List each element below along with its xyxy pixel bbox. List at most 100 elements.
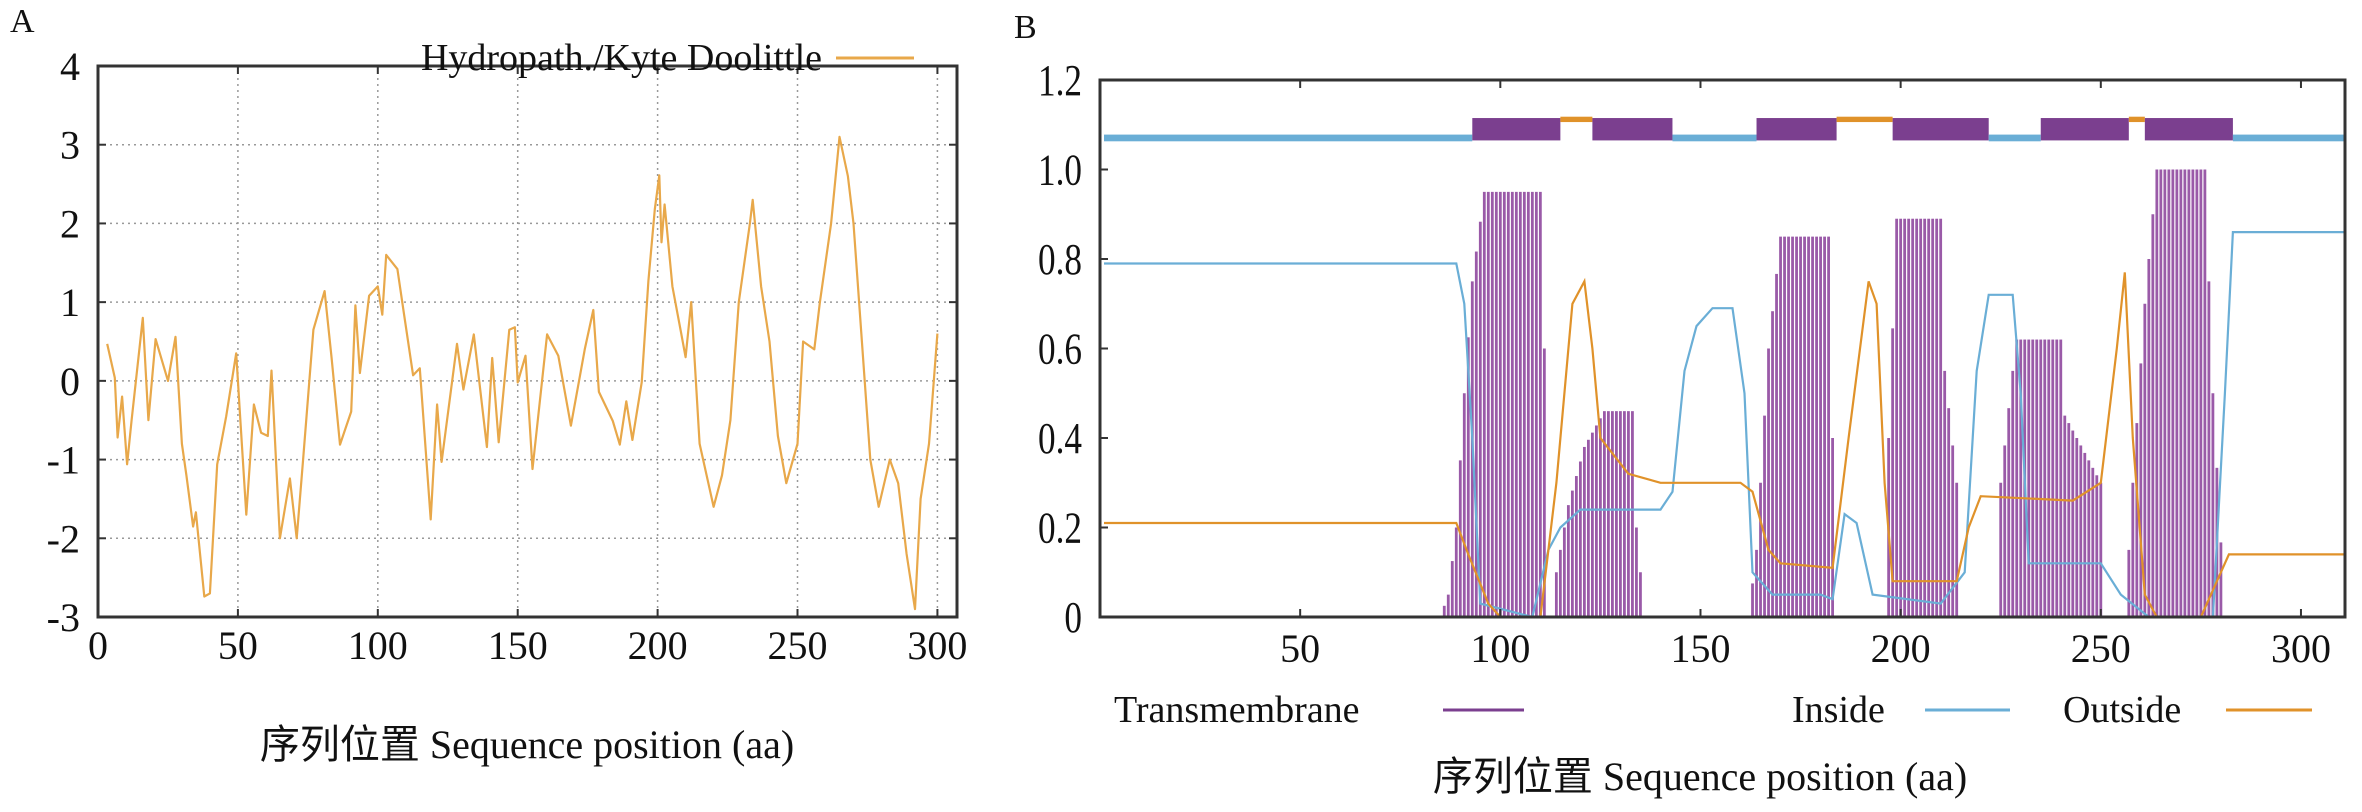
x-tick-label: 200	[628, 623, 688, 668]
topology-segment-transmembrane	[2144, 118, 2233, 141]
y-tick-label: 0	[1064, 592, 1082, 642]
transmembrane-bar	[1446, 594, 1450, 617]
transmembrane-bar	[2059, 339, 2063, 617]
transmembrane-bar	[2019, 339, 2023, 617]
transmembrane-bar	[1635, 527, 1638, 617]
transmembrane-bar	[1807, 236, 1810, 617]
panel-b-transmembrane-bars	[1442, 169, 2223, 618]
transmembrane-bar	[2091, 467, 2095, 617]
transmembrane-bar	[2031, 339, 2035, 617]
transmembrane-bar	[2139, 363, 2143, 617]
topology-segment-transmembrane	[1892, 118, 1989, 141]
transmembrane-bar	[1530, 191, 1534, 617]
transmembrane-bar	[1763, 415, 1766, 617]
transmembrane-bar	[1526, 191, 1530, 617]
transmembrane-bar	[1891, 328, 1895, 617]
transmembrane-bar	[2027, 339, 2031, 617]
panel-b-probability-lines	[1104, 231, 2345, 619]
y-tick-label: 0.6	[1038, 324, 1082, 374]
y-tick-label: -3	[47, 595, 80, 640]
transmembrane-bar	[1510, 191, 1514, 617]
transmembrane-bar	[2055, 339, 2059, 617]
x-tick-label: 250	[768, 623, 828, 668]
transmembrane-bar	[1582, 446, 1586, 617]
y-tick-label: 0.8	[1038, 234, 1082, 284]
panel-b-tick-labels: 50 100 150 200 250 300 0 0.2 0.4 0.6 0.8 1.0 1.2	[1038, 55, 2331, 671]
x-tick-label: 200	[1871, 626, 1931, 671]
transmembrane-bar	[1943, 370, 1947, 617]
transmembrane-bar	[1482, 191, 1486, 617]
y-tick-label: 0.2	[1038, 503, 1082, 553]
transmembrane-bar	[1570, 490, 1574, 617]
transmembrane-bar	[2035, 339, 2039, 617]
transmembrane-bar	[1514, 191, 1518, 617]
transmembrane-bar	[1615, 411, 1618, 617]
transmembrane-bar	[1522, 191, 1526, 617]
transmembrane-bar	[1574, 476, 1578, 617]
transmembrane-bar	[1498, 191, 1502, 617]
transmembrane-bar	[1566, 505, 1570, 617]
transmembrane-bar	[1554, 572, 1558, 617]
y-tick-label: -1	[47, 438, 80, 483]
transmembrane-bar	[2047, 339, 2051, 617]
y-tick-label: 3	[60, 123, 80, 168]
transmembrane-bar	[1823, 236, 1826, 617]
transmembrane-bar	[1542, 348, 1546, 617]
transmembrane-bar	[1895, 218, 1899, 617]
transmembrane-bar	[1490, 191, 1494, 617]
panel-b-topology-track	[1104, 116, 2345, 142]
transmembrane-bar	[1578, 461, 1582, 617]
transmembrane-bar	[2167, 169, 2171, 617]
transmembrane-bar	[2199, 169, 2203, 617]
transmembrane-bar	[2159, 169, 2163, 617]
y-tick-label: 1.2	[1038, 55, 1082, 105]
transmembrane-bar	[1779, 236, 1782, 617]
panel-label-a: A	[10, 3, 35, 40]
transmembrane-bar	[1594, 425, 1598, 617]
transmembrane-bar	[1474, 251, 1478, 617]
transmembrane-bar	[1783, 236, 1786, 617]
panel-a-hydropathy-chart: A 0 50 100 150 200 250 300 -3 -2 -1 0 1 2 3 4 Hydropat…	[10, 3, 967, 767]
transmembrane-bar	[1939, 218, 1943, 617]
transmembrane-bar	[2095, 475, 2099, 617]
transmembrane-bar	[1599, 418, 1602, 617]
transmembrane-bar	[1623, 411, 1626, 617]
transmembrane-bar	[2163, 169, 2167, 617]
transmembrane-bar	[2191, 169, 2195, 617]
y-tick-label: 1.0	[1038, 145, 1082, 195]
topology-segment-inside	[1104, 134, 1473, 142]
panel-label-b: B	[1014, 9, 1037, 46]
transmembrane-bar	[1931, 218, 1935, 617]
transmembrane-bar	[1935, 218, 1939, 617]
transmembrane-bar	[1899, 218, 1903, 617]
panel-a-series	[106, 135, 939, 611]
transmembrane-bar	[2147, 259, 2151, 617]
transmembrane-bar	[2135, 423, 2139, 617]
transmembrane-bar	[2155, 169, 2159, 617]
transmembrane-bar	[1631, 411, 1634, 617]
transmembrane-bar	[2187, 169, 2191, 617]
transmembrane-bar	[1947, 408, 1951, 617]
topology-segment-transmembrane	[1592, 118, 1673, 141]
transmembrane-bar	[2075, 438, 2079, 617]
transmembrane-bar	[2219, 542, 2223, 617]
transmembrane-bar	[1955, 482, 1959, 617]
transmembrane-bar	[2007, 408, 2011, 617]
transmembrane-bar	[1751, 583, 1754, 617]
topology-segment-outside	[1836, 116, 1893, 123]
y-tick-label: 0.4	[1038, 413, 1082, 463]
x-tick-label: 250	[2071, 626, 2131, 671]
transmembrane-bar	[1775, 273, 1778, 617]
transmembrane-bar	[1927, 218, 1931, 617]
transmembrane-bar	[1799, 236, 1802, 617]
y-tick-label: 0	[60, 359, 80, 404]
panel-a-tick-labels: 0 50 100 150 200 250 300 -3 -2 -1 0 1 2 3 4	[47, 44, 968, 668]
transmembrane-bar	[1787, 236, 1790, 617]
transmembrane-bar	[2099, 482, 2103, 617]
transmembrane-bar	[1811, 236, 1814, 617]
transmembrane-bar	[1951, 445, 1955, 617]
transmembrane-bar	[1639, 572, 1642, 617]
transmembrane-bar	[2087, 460, 2091, 617]
transmembrane-bar	[1462, 393, 1466, 617]
